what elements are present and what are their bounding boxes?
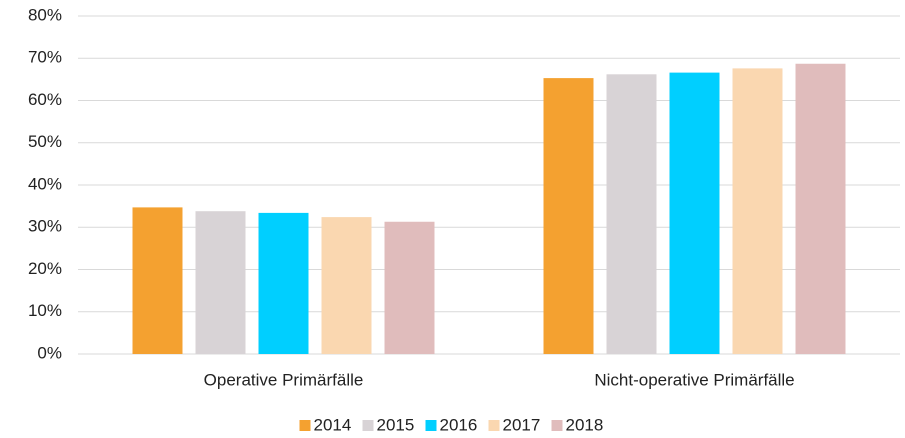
- y-tick-label: 70%: [28, 48, 62, 67]
- y-tick-label: 30%: [28, 217, 62, 236]
- bar: [795, 63, 846, 355]
- legend-swatch: [362, 420, 374, 431]
- y-tick-label: 40%: [28, 174, 62, 193]
- legend-label: 2014: [314, 415, 352, 434]
- legend-swatch: [425, 420, 437, 431]
- bar: [606, 74, 657, 355]
- legend-swatch: [488, 420, 500, 431]
- y-tick-label: 0%: [37, 343, 62, 362]
- legend-swatch: [551, 420, 563, 431]
- bar: [669, 72, 720, 355]
- y-tick-label: 20%: [28, 259, 62, 278]
- x-tick-label: Nicht-operative Primärfälle: [594, 370, 794, 389]
- legend-label: 2017: [503, 415, 541, 434]
- bar: [195, 211, 246, 354]
- legend-label: 2016: [440, 415, 478, 434]
- y-tick-label: 80%: [28, 5, 62, 24]
- x-tick-label: Operative Primärfälle: [204, 370, 364, 389]
- y-tick-label: 10%: [28, 301, 62, 320]
- legend-label: 2015: [377, 415, 415, 434]
- bar: [384, 221, 435, 354]
- y-tick-label: 60%: [28, 90, 62, 109]
- bar: [258, 212, 309, 354]
- bar: [321, 217, 372, 354]
- legend-label: 2018: [566, 415, 604, 434]
- bar: [732, 68, 783, 354]
- bar: [543, 78, 594, 355]
- bar: [132, 207, 183, 354]
- y-tick-label: 50%: [28, 132, 62, 151]
- legend-swatch: [299, 420, 311, 431]
